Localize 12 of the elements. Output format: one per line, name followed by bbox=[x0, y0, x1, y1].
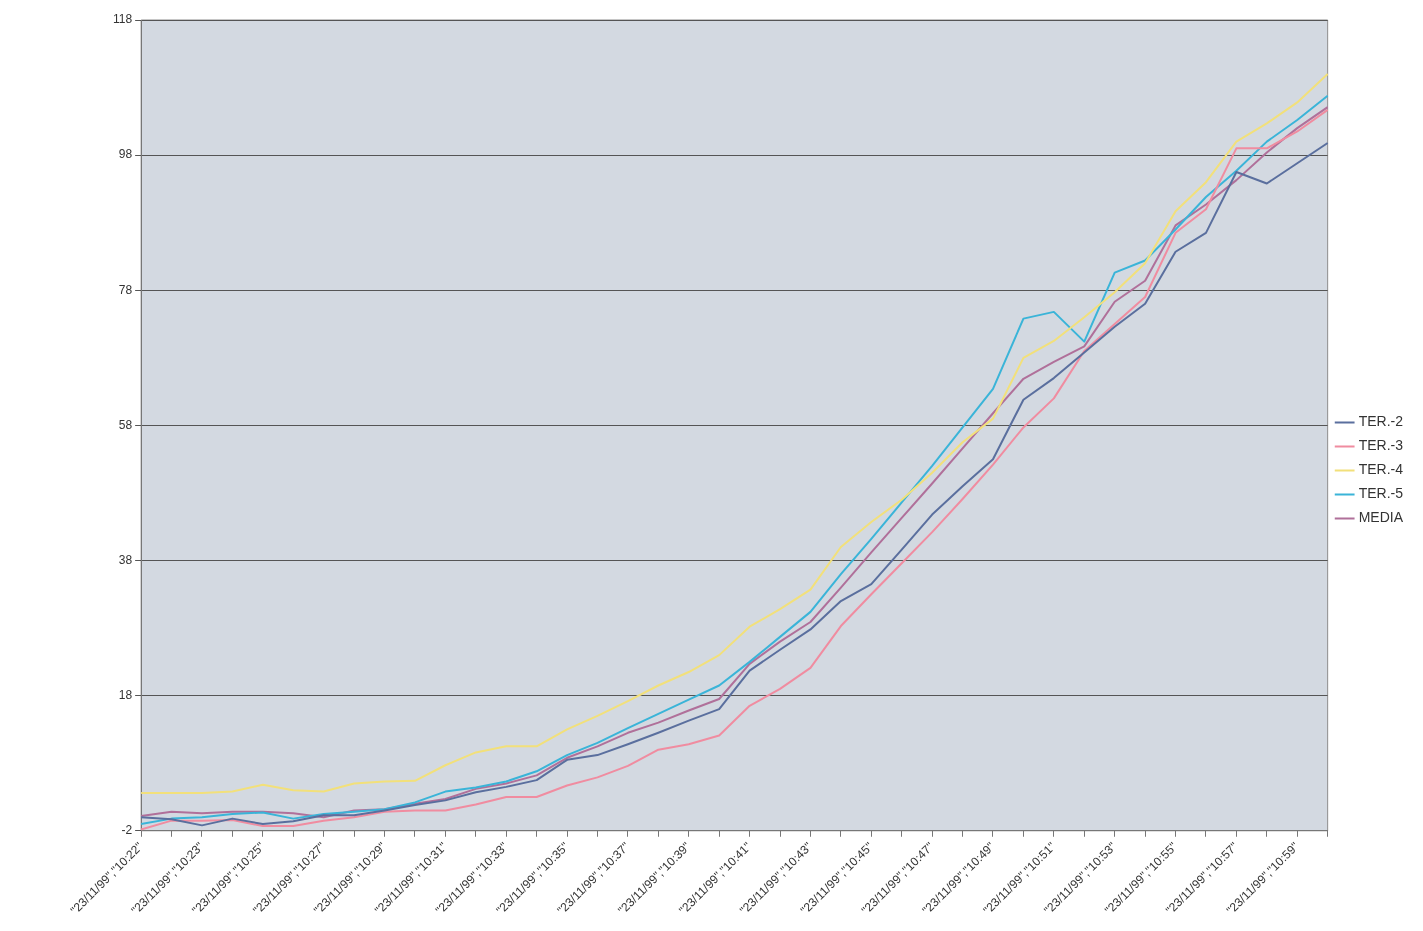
y-tick-label: 58 bbox=[118, 417, 133, 432]
y-tick-label: -2 bbox=[121, 823, 133, 838]
legend-label: TER.-4 bbox=[1358, 461, 1404, 478]
y-tick-label: 98 bbox=[118, 147, 133, 162]
legend-label: MEDIA bbox=[1358, 509, 1404, 526]
y-tick-label: 18 bbox=[118, 687, 133, 702]
legend-label: TER.-3 bbox=[1358, 437, 1404, 454]
y-tick-label: 118 bbox=[112, 12, 133, 27]
y-tick-label: 78 bbox=[118, 282, 133, 297]
legend-label: TER.-5 bbox=[1358, 485, 1404, 502]
y-tick-label: 38 bbox=[118, 552, 133, 567]
legend-label: TER.-2 bbox=[1358, 413, 1404, 430]
